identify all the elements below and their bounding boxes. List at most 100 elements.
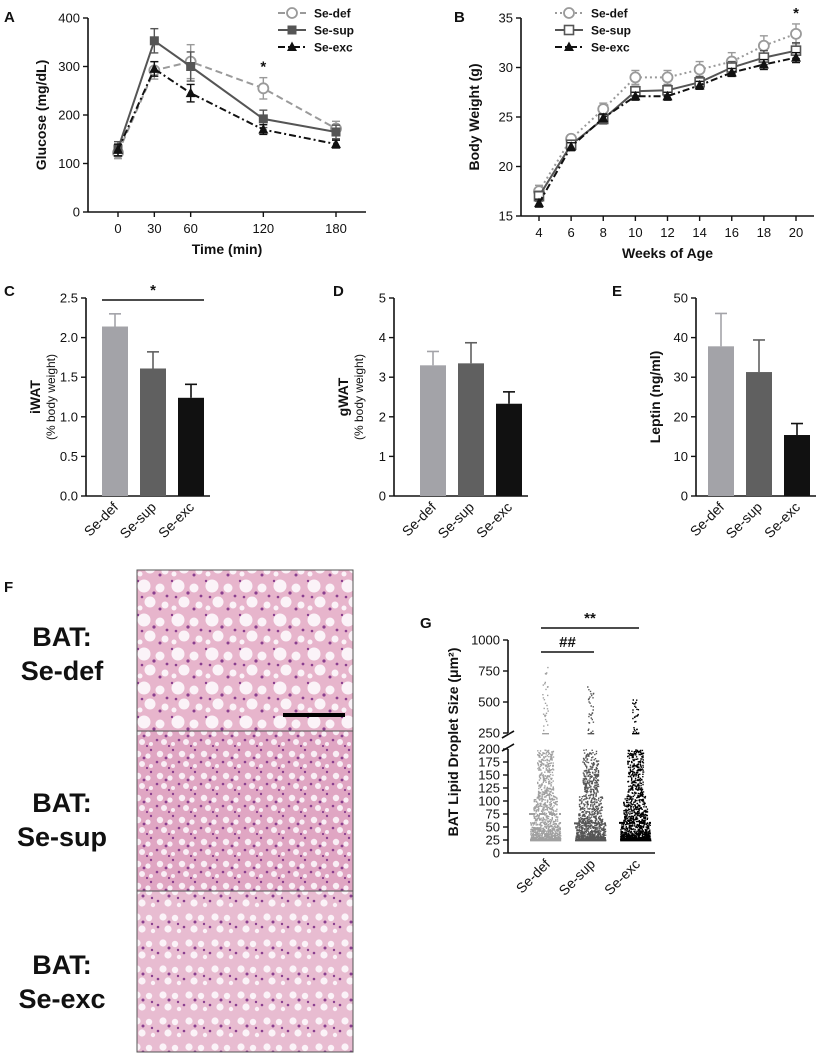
y-axis-label: BAT Lipid Droplet Size (μm²) <box>445 648 461 837</box>
data-point <box>598 112 609 122</box>
x-tick-label: 30 <box>147 221 161 236</box>
legend-marker <box>564 41 574 51</box>
significance-marker: ## <box>559 634 576 651</box>
panel-letter-e: E <box>612 283 622 300</box>
y-tick-label: 40 <box>674 330 688 345</box>
legend-item-se-exc: Se-exc <box>278 41 353 55</box>
histology-image-se-sup <box>136 730 354 892</box>
y-tick-label: 0 <box>681 489 688 504</box>
data-point <box>186 62 196 71</box>
y-tick-label: 0.5 <box>60 449 78 464</box>
scatter-points <box>575 686 607 842</box>
bar-se-sup <box>746 372 772 496</box>
x-tick-label: 6 <box>568 225 575 240</box>
category-label: Se-sup <box>116 499 159 542</box>
x-tick-label: 10 <box>628 225 642 240</box>
y-tick-label: 750 <box>478 664 500 679</box>
panel-b-body-weight: B 15 20 25 30 35 4 6 8 10 12 14 16 18 20 Weeks of Age Bo… <box>454 5 814 261</box>
x-tick-label: 180 <box>325 221 347 236</box>
histology-label-line1: BAT: <box>32 950 91 980</box>
category-label: Se-exc <box>155 499 197 541</box>
x-axis-label: Time (min) <box>192 241 263 257</box>
y-tick-label: 25 <box>486 833 500 848</box>
data-point <box>757 39 770 52</box>
y-tick-label: 0 <box>493 846 500 861</box>
data-point <box>694 79 705 90</box>
axis-break-mark <box>501 743 515 752</box>
category-label: Se-def <box>399 499 440 540</box>
histology-row-se-sup: BAT: Se-sup <box>17 730 354 892</box>
histology-label-line2: Se-exc <box>18 984 105 1014</box>
significance-marker: ** <box>584 610 596 627</box>
bar-se-def <box>102 326 128 496</box>
y-axis-label: Glucose (mg/dL) <box>33 60 49 170</box>
histology-label-line1: BAT: <box>32 622 91 652</box>
y-tick-label: 1.5 <box>60 370 78 385</box>
y-tick-label: 25 <box>499 110 513 125</box>
histology-label-line2: Se-sup <box>17 822 107 852</box>
category-label: Se-exc <box>601 856 643 898</box>
legend-marker <box>287 25 297 35</box>
legend-item-se-def: Se-def <box>278 7 352 21</box>
data-point <box>331 127 341 137</box>
y-tick-label: 2.0 <box>60 330 78 345</box>
x-tick-label: 4 <box>535 225 542 240</box>
histology-row-se-def: BAT: Se-def <box>21 569 354 732</box>
legend: Se-def Se-sup Se-exc <box>278 7 354 55</box>
data-point <box>331 138 341 149</box>
y-tick-label: 125 <box>478 781 500 796</box>
bar-se-exc <box>784 435 810 496</box>
series-se-exc <box>534 51 801 208</box>
y-tick-label: 1.0 <box>60 409 78 424</box>
series-line <box>538 56 797 204</box>
y-tick-label: 20 <box>674 409 688 424</box>
scatter-points <box>530 666 562 842</box>
significance-marker: * <box>793 5 799 22</box>
panel-f-histology: F BAT: Se-def BAT: Se-sup BAT: Se-exc <box>4 569 354 1053</box>
y-tick-label: 1000 <box>471 633 500 648</box>
y-tick-label: 500 <box>478 695 500 710</box>
y-tick-label: 3 <box>379 370 386 385</box>
scatter-group-se-def <box>529 666 562 842</box>
legend-label: Se-def <box>314 7 352 21</box>
category-label: Se-exc <box>473 499 515 541</box>
category-label: Se-def <box>513 856 554 897</box>
histology-image-se-def <box>136 569 354 732</box>
x-tick-label: 12 <box>660 225 674 240</box>
data-point <box>149 36 159 46</box>
scatter-group-se-exc <box>619 699 652 842</box>
series-line <box>538 32 797 192</box>
category-label: Se-exc <box>761 499 803 541</box>
x-tick-label: 8 <box>600 225 607 240</box>
significance-marker: * <box>260 59 266 76</box>
panel-letter-a: A <box>4 9 15 26</box>
legend-label: Se-sup <box>314 24 354 38</box>
series-se-exc <box>113 60 341 157</box>
y-tick-label: 175 <box>478 755 500 770</box>
x-tick-label: 0 <box>114 221 121 236</box>
legend-item-se-exc: Se-exc <box>555 41 630 55</box>
y-tick-label: 2.5 <box>60 291 78 306</box>
x-tick-label: 16 <box>725 225 739 240</box>
y-tick-label: 100 <box>58 156 80 171</box>
y-tick-label: 35 <box>499 11 513 26</box>
legend-label: Se-exc <box>314 41 353 55</box>
x-tick-label: 14 <box>692 225 706 240</box>
category-label: Se-sup <box>555 856 598 899</box>
legend-marker <box>287 41 297 51</box>
x-tick-label: 60 <box>183 221 197 236</box>
histology-image-se-exc <box>136 890 354 1053</box>
y-tick-label: 50 <box>486 820 500 835</box>
data-point <box>185 87 196 98</box>
data-point <box>758 59 769 69</box>
data-point <box>534 197 544 208</box>
data-point <box>113 144 123 154</box>
panel-letter-f: F <box>4 579 13 596</box>
y-axis-label: gWAT <box>335 377 351 416</box>
y-tick-label: 200 <box>58 108 80 123</box>
y-tick-label: 15 <box>499 209 513 224</box>
y-tick-label: 100 <box>478 794 500 809</box>
